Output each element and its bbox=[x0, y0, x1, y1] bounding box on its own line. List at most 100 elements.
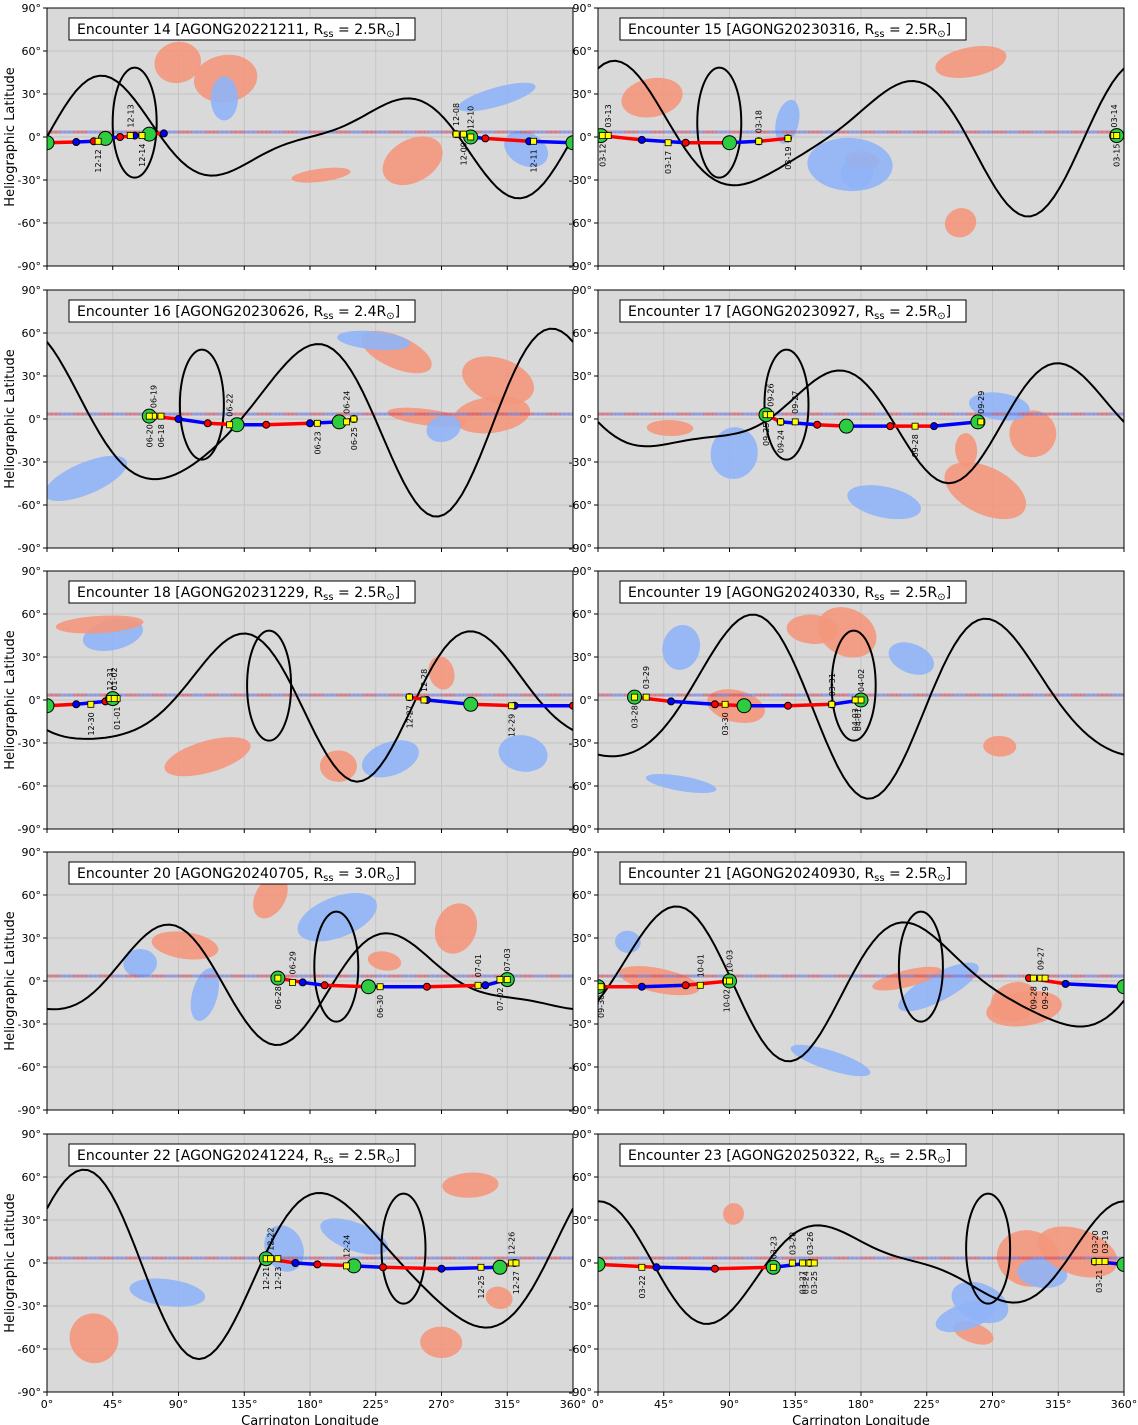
ecliptic-band-segment bbox=[839, 974, 844, 978]
ecliptic-band-segment bbox=[47, 693, 52, 697]
ecliptic-band-segment bbox=[1005, 1256, 1011, 1260]
ecliptic-band-segment bbox=[966, 412, 972, 416]
ecliptic-band-segment bbox=[524, 693, 530, 697]
ecliptic-band-segment bbox=[611, 1256, 617, 1260]
ecliptic-band-segment bbox=[204, 130, 210, 134]
ecliptic-band-segment bbox=[931, 974, 937, 978]
ecliptic-band-segment bbox=[134, 412, 140, 416]
ecliptic-band-segment bbox=[125, 412, 131, 416]
y-tick-label: 30° bbox=[22, 88, 42, 101]
ecliptic-band-segment bbox=[423, 1256, 429, 1260]
ecliptic-band-segment bbox=[602, 693, 608, 697]
y-tick-label: -90° bbox=[18, 1104, 41, 1117]
ecliptic-band-segment bbox=[782, 130, 787, 134]
ecliptic-band-segment bbox=[882, 974, 888, 978]
date-label: 03-19 bbox=[1101, 1230, 1110, 1253]
ecliptic-band-segment bbox=[82, 974, 87, 978]
ecliptic-band-segment bbox=[410, 974, 416, 978]
ecliptic-band-segment bbox=[402, 130, 407, 134]
ecliptic-band-segment bbox=[624, 974, 630, 978]
x-tick-label: 270° bbox=[979, 1398, 1006, 1411]
ecliptic-band-segment bbox=[437, 974, 442, 978]
ecliptic-band-segment bbox=[187, 130, 193, 134]
ecliptic-band-segment bbox=[537, 412, 543, 416]
ecliptic-band-segment bbox=[327, 412, 333, 416]
ecliptic-band-segment bbox=[349, 974, 355, 978]
ecliptic-band-segment bbox=[615, 130, 621, 134]
ecliptic-band-segment bbox=[502, 130, 508, 134]
date-marker bbox=[788, 1259, 796, 1267]
date-label: 01-01 bbox=[113, 707, 122, 730]
ecliptic-band-segment bbox=[178, 130, 184, 134]
ecliptic-band-segment bbox=[108, 974, 114, 978]
trajectory-point bbox=[291, 1259, 300, 1267]
date-label: 10-02 bbox=[723, 989, 732, 1012]
ecliptic-band-segment bbox=[55, 1256, 61, 1260]
ecliptic-band-segment bbox=[103, 974, 109, 978]
x-tick-label: 270° bbox=[428, 1398, 455, 1411]
ecliptic-band-segment bbox=[1071, 693, 1077, 697]
ecliptic-band-segment bbox=[799, 1256, 805, 1260]
trajectory-segment bbox=[483, 136, 531, 144]
ecliptic-band-segment bbox=[489, 130, 495, 134]
ecliptic-band-segment bbox=[239, 693, 245, 697]
ecliptic-band-segment bbox=[865, 693, 871, 697]
ecliptic-band-segment bbox=[1115, 974, 1121, 978]
ecliptic-band-segment bbox=[869, 130, 875, 134]
ecliptic-band-segment bbox=[318, 1256, 324, 1260]
ecliptic-band-segment bbox=[786, 412, 792, 416]
date-marker bbox=[157, 412, 165, 420]
y-tick-label: -90° bbox=[569, 260, 592, 273]
ecliptic-band-segment bbox=[551, 412, 556, 416]
ecliptic-band-segment bbox=[733, 1256, 739, 1260]
date-label: 09-29 bbox=[977, 391, 986, 414]
negative-polarity-region bbox=[951, 1281, 1009, 1324]
ecliptic-band-segment bbox=[480, 974, 486, 978]
date-marker bbox=[350, 415, 358, 423]
ecliptic-band-segment bbox=[804, 412, 809, 416]
ecliptic-band-segment bbox=[388, 1256, 394, 1260]
ecliptic-band-segment bbox=[428, 693, 434, 697]
ecliptic-band-segment bbox=[77, 1256, 83, 1260]
ecliptic-band-segment bbox=[834, 974, 840, 978]
ecliptic-band-segment bbox=[707, 693, 713, 697]
ecliptic-band-segment bbox=[476, 412, 482, 416]
date-label: 12-13 bbox=[126, 104, 135, 127]
ecliptic-band-segment bbox=[948, 693, 954, 697]
y-tick-label: -60° bbox=[18, 1343, 41, 1356]
y-tick-label: -60° bbox=[569, 1343, 592, 1356]
ecliptic-band-segment bbox=[86, 974, 92, 978]
ecliptic-band-segment bbox=[961, 974, 967, 978]
ecliptic-band-segment bbox=[747, 412, 752, 416]
ecliptic-band-segment bbox=[904, 412, 910, 416]
ecliptic-band-segment bbox=[659, 130, 665, 134]
ecliptic-band-segment bbox=[1023, 412, 1029, 416]
ecliptic-band-segment bbox=[992, 130, 998, 134]
ecliptic-band-segment bbox=[1115, 693, 1121, 697]
trajectory-point bbox=[174, 415, 183, 423]
ecliptic-band-segment bbox=[948, 412, 954, 416]
ecliptic-band-segment bbox=[555, 130, 561, 134]
y-tick-label: -60° bbox=[569, 780, 592, 793]
ecliptic-band-segment bbox=[450, 412, 456, 416]
ecliptic-band-segment bbox=[345, 693, 350, 697]
ecliptic-band-segment bbox=[235, 412, 241, 416]
ecliptic-band-segment bbox=[1088, 974, 1094, 978]
ecliptic-band-segment bbox=[349, 130, 355, 134]
ecliptic-band-segment bbox=[852, 1256, 858, 1260]
negative-polarity-region bbox=[123, 949, 157, 978]
date-label: 12-12 bbox=[94, 149, 103, 172]
ecliptic-band-segment bbox=[222, 1256, 228, 1260]
ecliptic-band-segment bbox=[485, 412, 491, 416]
ecliptic-band-segment bbox=[1071, 412, 1077, 416]
ecliptic-band-segment bbox=[830, 1256, 836, 1260]
ecliptic-band-segment bbox=[716, 693, 722, 697]
ecliptic-band-segment bbox=[559, 693, 565, 697]
trajectory-point bbox=[652, 1263, 661, 1272]
ecliptic-band-segment bbox=[1080, 974, 1086, 978]
ecliptic-band-segment bbox=[983, 974, 989, 978]
ecliptic-band-segment bbox=[432, 974, 438, 978]
trajectory-segment bbox=[640, 138, 688, 145]
ecliptic-band-segment bbox=[511, 974, 517, 978]
ecliptic-band-segment bbox=[654, 1256, 660, 1260]
